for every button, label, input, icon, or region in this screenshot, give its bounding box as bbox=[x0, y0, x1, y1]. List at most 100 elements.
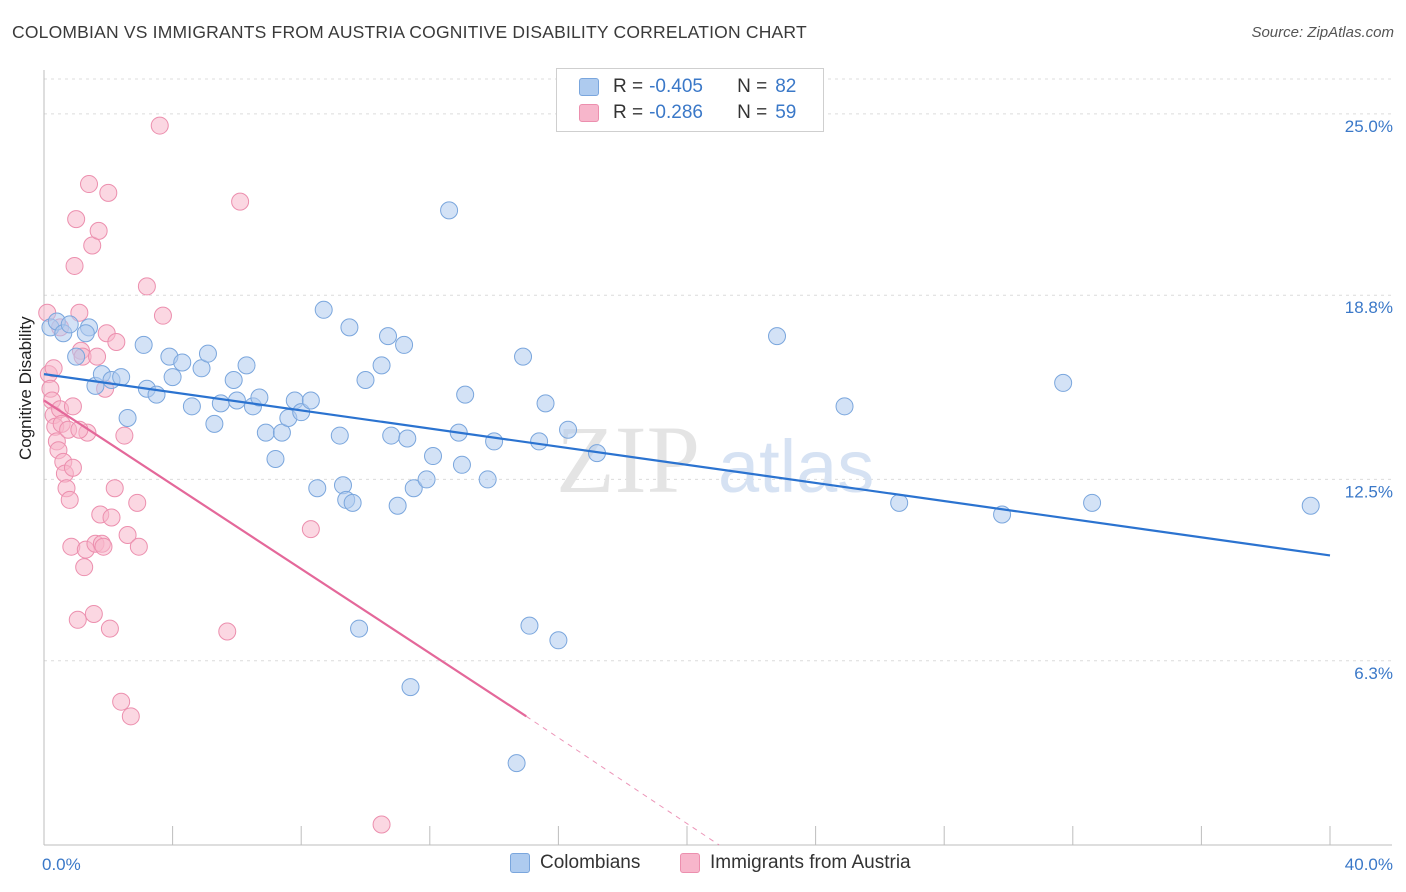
data-point-austria bbox=[128, 493, 147, 512]
data-point-austria bbox=[100, 619, 119, 638]
data-point-colombians bbox=[224, 371, 243, 389]
data-point-colombians bbox=[314, 300, 333, 319]
data-point-austria bbox=[94, 537, 113, 556]
data-point-colombians bbox=[424, 447, 443, 466]
legend-row-austria: R = -0.286 N = 59 bbox=[557, 100, 796, 126]
data-point-austria bbox=[88, 347, 107, 366]
data-point-austria bbox=[121, 707, 140, 726]
data-point-colombians bbox=[1301, 496, 1320, 515]
data-point-colombians bbox=[67, 347, 86, 366]
legend-item-colombians[interactable]: Colombians bbox=[510, 852, 640, 874]
data-point-austria bbox=[68, 610, 87, 629]
data-point-colombians bbox=[395, 335, 414, 354]
data-point-austria bbox=[218, 622, 237, 641]
n-label: N = bbox=[737, 76, 768, 97]
data-point-colombians bbox=[182, 397, 201, 416]
data-point-colombians bbox=[1054, 373, 1073, 392]
data-point-colombians bbox=[507, 754, 526, 773]
legend-row-colombians: R = -0.405 N = 82 bbox=[557, 74, 796, 100]
data-point-colombians bbox=[440, 201, 459, 220]
data-point-austria bbox=[102, 508, 121, 527]
legend-label: Immigrants from Austria bbox=[710, 852, 911, 873]
data-point-colombians bbox=[478, 470, 497, 489]
data-point-colombians bbox=[520, 616, 539, 635]
series-austria bbox=[38, 116, 391, 834]
y-tick-label: 12.5% bbox=[1345, 482, 1393, 501]
data-point-colombians bbox=[118, 409, 137, 428]
data-point-colombians bbox=[333, 476, 352, 495]
y-tick-label: 18.8% bbox=[1345, 298, 1393, 317]
data-point-colombians bbox=[379, 327, 398, 346]
data-point-austria bbox=[84, 604, 103, 623]
data-point-colombians bbox=[485, 432, 504, 451]
chart-title: COLOMBIAN VS IMMIGRANTS FROM AUSTRIA COG… bbox=[12, 22, 807, 42]
data-point-colombians bbox=[514, 347, 533, 366]
source-label: Source: ZipAtlas.com bbox=[1251, 24, 1394, 41]
data-point-austria bbox=[107, 332, 126, 351]
data-point-colombians bbox=[417, 470, 436, 489]
data-point-colombians bbox=[330, 426, 349, 445]
data-point-colombians bbox=[559, 420, 578, 439]
data-point-austria bbox=[62, 537, 81, 556]
data-point-colombians bbox=[536, 394, 555, 413]
legend-label: Colombians bbox=[540, 852, 641, 873]
data-point-austria bbox=[231, 192, 250, 211]
trend-extension-austria bbox=[525, 715, 720, 846]
data-point-austria bbox=[105, 479, 124, 498]
data-point-austria bbox=[75, 558, 94, 577]
data-point-colombians bbox=[452, 455, 471, 474]
data-point-colombians bbox=[768, 327, 787, 346]
data-point-colombians bbox=[350, 619, 369, 638]
legend-swatch-blue bbox=[579, 78, 599, 96]
data-point-austria bbox=[150, 116, 169, 135]
data-point-austria bbox=[70, 303, 89, 322]
data-point-colombians bbox=[388, 496, 407, 515]
x-tick-label: 40.0% bbox=[1345, 855, 1393, 874]
r-label: R = bbox=[613, 76, 644, 97]
y-tick-label: 25.0% bbox=[1345, 117, 1393, 136]
watermark-atlas: atlas bbox=[718, 425, 874, 508]
tick-labels: 6.3% 12.5% 18.8% 25.0% 0.0% 40.0% bbox=[42, 117, 1393, 874]
n-label: N = bbox=[737, 102, 768, 123]
data-point-austria bbox=[118, 526, 137, 544]
correlation-legend: R = -0.405 N = 82 R = -0.286 N = 59 bbox=[556, 68, 824, 132]
data-point-colombians bbox=[134, 335, 153, 354]
data-point-austria bbox=[137, 277, 156, 296]
data-point-colombians bbox=[112, 368, 131, 387]
data-point-austria bbox=[112, 692, 131, 711]
series-legend: Colombians Immigrants from Austria bbox=[0, 852, 1406, 878]
series-colombians bbox=[41, 201, 1320, 773]
data-point-colombians bbox=[356, 371, 375, 389]
legend-swatch-pink bbox=[680, 853, 700, 873]
axes bbox=[43, 70, 1392, 846]
data-point-colombians bbox=[237, 356, 256, 375]
r-value: -0.405 bbox=[649, 76, 703, 97]
trend-line-colombians bbox=[43, 373, 1331, 557]
data-point-colombians bbox=[404, 479, 423, 498]
legend-swatch-pink bbox=[579, 104, 599, 122]
trend-line-austria bbox=[43, 399, 527, 718]
data-point-colombians bbox=[301, 391, 320, 410]
data-point-colombians bbox=[401, 678, 420, 697]
data-point-colombians bbox=[835, 397, 854, 416]
data-point-colombians bbox=[250, 388, 269, 407]
r-label: R = bbox=[613, 102, 644, 123]
n-value: 82 bbox=[775, 76, 797, 97]
data-point-colombians bbox=[372, 356, 391, 375]
data-point-austria bbox=[372, 815, 391, 834]
data-point-colombians bbox=[890, 493, 909, 512]
data-point-austria bbox=[99, 183, 118, 202]
data-point-austria bbox=[60, 490, 79, 509]
data-point-colombians bbox=[198, 344, 217, 363]
y-axis-label: Cognitive Disability bbox=[16, 316, 35, 460]
data-point-colombians bbox=[76, 324, 95, 343]
x-tick-label: 0.0% bbox=[42, 855, 81, 874]
data-point-austria bbox=[89, 221, 108, 240]
y-tick-label: 6.3% bbox=[1354, 664, 1393, 683]
watermark-zip: ZIP bbox=[556, 406, 700, 513]
legend-item-austria[interactable]: Immigrants from Austria bbox=[680, 852, 911, 874]
n-value: 59 bbox=[775, 102, 797, 123]
data-point-austria bbox=[63, 458, 82, 477]
data-point-austria bbox=[80, 175, 99, 194]
